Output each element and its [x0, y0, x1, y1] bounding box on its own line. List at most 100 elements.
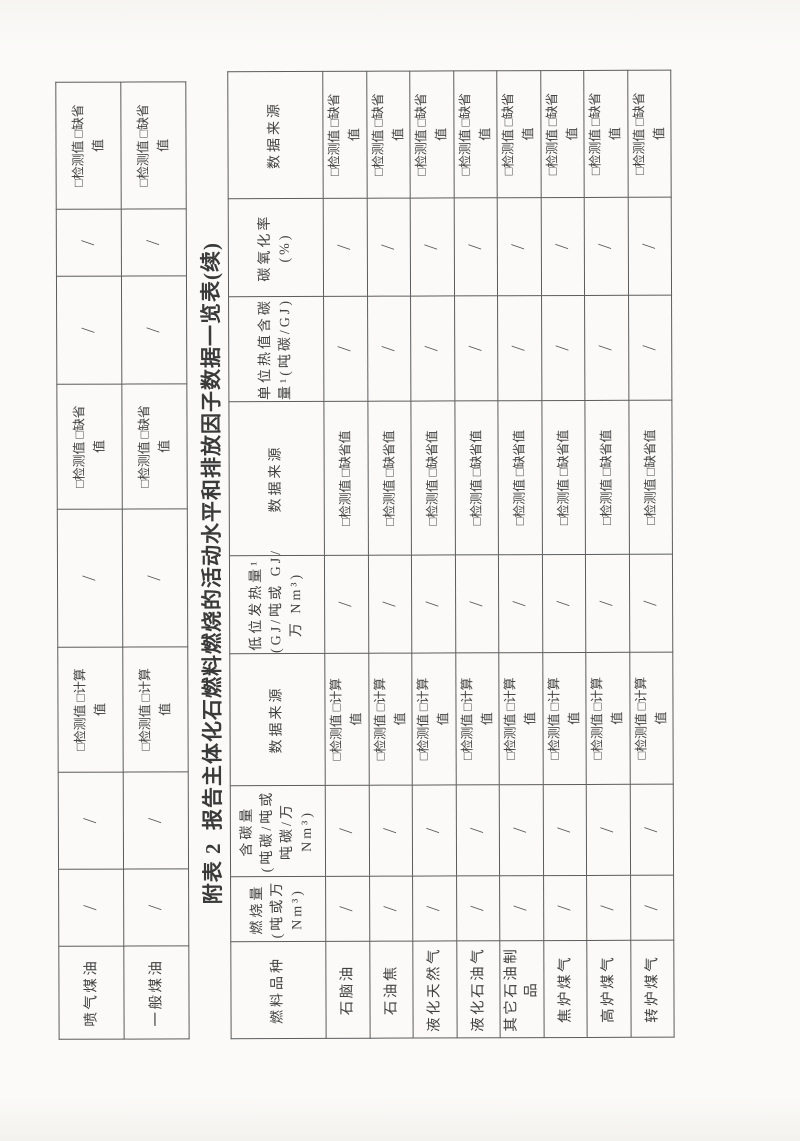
data-source-cell: □检测值 □计算 值 — [498, 652, 543, 785]
not-applicable-cell: / — [324, 555, 369, 654]
data-source-cell: □检测值 □计算 值 — [585, 652, 630, 785]
data-source-cell: □检测值 □缺省 值 — [409, 70, 454, 199]
not-applicable-cell: / — [123, 771, 189, 870]
not-applicable-cell: / — [323, 198, 368, 297]
fuel-name-cell: 石油焦 — [369, 941, 414, 1039]
data-source-cell: □检测值 □计算 值 — [57, 647, 124, 773]
not-applicable-cell: / — [584, 197, 629, 296]
data-source-cell: □检测值 □缺省值 — [497, 400, 542, 555]
fuel-row: 石油焦 / / □检测值 □计算 值 / □检测值 □缺省值 / / □检测值 □缺省 值 — [366, 71, 414, 1039]
not-applicable-cell: / — [499, 784, 544, 876]
data-source-cell: □检测值 □缺省 值 — [627, 70, 672, 198]
not-applicable-cell: / — [454, 295, 498, 401]
not-applicable-cell: / — [627, 197, 672, 296]
data-source-cell: □检测值 □计算 值 — [455, 652, 500, 785]
not-applicable-cell: / — [325, 785, 370, 877]
not-applicable-cell: / — [411, 554, 456, 654]
fuel-row: 一般煤油 / / □检测值 □计算 值 / □检测值 □缺省 值 / / □检测值 □缺省 值 — [120, 81, 190, 1040]
data-source-cell: □检测值 □缺省值 — [628, 400, 673, 555]
data-source-cell: □检测值 □缺省 值 — [121, 383, 188, 510]
fuel-name-cell: 焦炉煤气 — [543, 940, 588, 1038]
fuel-name-cell: 喷气煤油 — [58, 946, 125, 1040]
not-applicable-cell: / — [367, 555, 412, 654]
data-source-cell: □检测值 □缺省值 — [323, 401, 368, 556]
fuel-row: 转炉煤气 / / □检测值 □计算 值 / □检测值 □缺省值 / / □检测值 □缺省 值 — [627, 70, 675, 1038]
fuel-name-cell: 高炉煤气 — [586, 940, 631, 1038]
data-source-cell: □检测值 □缺省 值 — [583, 70, 628, 198]
not-applicable-cell: / — [586, 784, 631, 876]
not-applicable-cell: / — [57, 509, 123, 648]
data-source-cell: □检测值 □计算 值 — [122, 646, 189, 773]
not-applicable-cell: / — [121, 208, 187, 277]
fuel-name-cell: 石脑油 — [325, 941, 370, 1039]
previous-table-fragment: 喷气煤油 / / □检测值 □计算 值 / □检测值 □缺省 值 / / □检测值 □缺省 值一… — [55, 81, 190, 1040]
data-source-cell: □检测值 □计算 值 — [629, 652, 674, 785]
not-applicable-cell: / — [121, 275, 187, 385]
table-title: 附表 2 报告主体化石燃料燃烧的活动水平和排放因子数据一览表(续) — [198, 241, 226, 905]
not-applicable-cell: / — [122, 508, 188, 648]
not-applicable-cell: / — [410, 197, 455, 297]
not-applicable-cell: / — [410, 295, 455, 402]
not-applicable-cell: / — [456, 875, 500, 941]
not-applicable-cell: / — [412, 875, 457, 942]
not-applicable-cell: / — [542, 784, 587, 876]
data-source-cell: □检测值 □缺省 值 — [366, 71, 411, 199]
not-applicable-cell: / — [58, 869, 124, 947]
fuel-name-cell: 转炉煤气 — [630, 940, 675, 1038]
not-applicable-cell: / — [628, 295, 672, 401]
not-applicable-cell: / — [497, 295, 542, 401]
fuel-name-cell: 液化天然气 — [412, 940, 457, 1039]
data-source-cell: □检测值 □缺省 值 — [322, 71, 367, 199]
fuel-row: 液化天然气 / / □检测值 □计算 值 / □检测值 □缺省值 / / □检测值 □缺省 值 — [409, 70, 457, 1039]
not-applicable-cell: / — [323, 296, 368, 402]
data-source-cell: □检测值 □缺省值 — [410, 400, 455, 556]
data-source-cell: □检测值 □计算 值 — [368, 653, 413, 786]
data-source-cell: □检测值 □缺省值 — [367, 401, 412, 556]
not-applicable-cell: / — [369, 876, 413, 942]
fuel-name-cell: 一般煤油 — [123, 945, 190, 1040]
data-source-cell: □检测值 □缺省 值 — [120, 81, 187, 210]
not-applicable-cell: / — [629, 784, 674, 876]
column-header: 低位发热量¹ (GJ/吨或 GJ/ 万 Nm³) — [229, 548, 325, 654]
not-applicable-cell: / — [366, 198, 411, 297]
data-source-cell: □检测值 □计算 值 — [542, 652, 587, 785]
column-header: 数据来源 — [228, 401, 325, 556]
fuel-row: 其它石油制 品 / / □检测值 □计算 值 / □检测值 □缺省值 / / □检测值 □缺省 … — [496, 70, 544, 1038]
column-header: 燃烧量 (吨或万 Nm³) — [230, 876, 326, 942]
data-source-cell: □检测值 □缺省值 — [584, 400, 629, 555]
data-source-cell: □检测值 □缺省 值 — [55, 82, 122, 210]
fuel-row: 焦炉煤气 / / □检测值 □计算 值 / □检测值 □缺省值 / / □检测值 □缺省 值 — [540, 70, 588, 1038]
data-source-cell: □检测值 □计算 值 — [411, 652, 456, 786]
data-source-cell: □检测值 □缺省值 — [454, 400, 499, 555]
data-source-cell: □检测值 □缺省 值 — [540, 70, 585, 198]
not-applicable-cell: / — [628, 554, 673, 653]
not-applicable-cell: / — [630, 875, 674, 941]
not-applicable-cell: / — [586, 875, 631, 941]
not-applicable-cell: / — [367, 296, 411, 402]
not-applicable-cell: / — [541, 295, 585, 401]
not-applicable-cell: / — [543, 875, 587, 941]
fuel-name-cell: 液化石油气 — [456, 940, 501, 1038]
data-source-cell: □检测值 □缺省 值 — [453, 70, 498, 198]
not-applicable-cell: / — [585, 554, 630, 653]
not-applicable-cell: / — [453, 197, 498, 296]
not-applicable-cell: / — [584, 295, 629, 401]
not-applicable-cell: / — [412, 784, 457, 877]
data-source-cell: □检测值 □缺省值 — [541, 400, 586, 555]
header-row: 燃料品种 燃烧量 (吨或万 Nm³) 含碳量 (吨碳/吨或 吨碳/万 Nm³) 数据来… — [227, 71, 327, 1039]
fuel-row: 液化石油气 / / □检测值 □计算 值 / □检测值 □缺省值 / / □检测值 □缺省 值 — [453, 70, 501, 1038]
data-source-cell: □检测值 □缺省 值 — [56, 384, 123, 510]
data-source-cell: □检测值 □计算 值 — [324, 653, 369, 786]
not-applicable-cell: / — [368, 785, 413, 877]
column-header: 燃料品种 — [230, 941, 327, 1039]
fuel-row: 石脑油 / / □检测值 □计算 值 / □检测值 □缺省值 / / □检测值 □缺省 值 — [322, 71, 370, 1039]
fuel-row: 喷气煤油 / / □检测值 □计算 值 / □检测值 □缺省 值 / / □检测值 □缺省 值 — [55, 82, 125, 1040]
not-applicable-cell: / — [123, 868, 189, 947]
main-data-table: 燃料品种 燃烧量 (吨或万 Nm³) 含碳量 (吨碳/吨或 吨碳/万 Nm³) 数据来… — [227, 70, 675, 1040]
not-applicable-cell: / — [455, 784, 500, 876]
column-header: 单位热值含碳 量¹(吨碳/GJ) — [228, 296, 324, 402]
not-applicable-cell: / — [497, 197, 542, 296]
not-applicable-cell: / — [58, 772, 124, 870]
not-applicable-cell: / — [56, 209, 122, 277]
